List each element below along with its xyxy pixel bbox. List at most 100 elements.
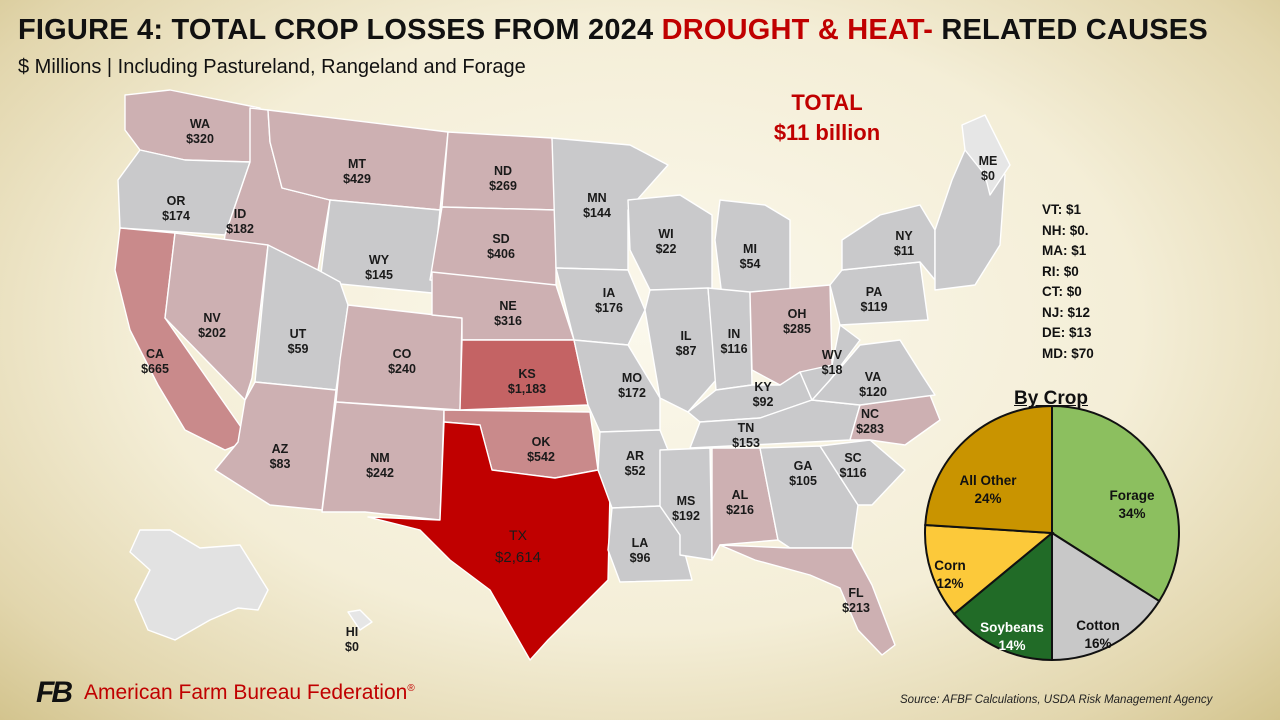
state-value-ks: $1,183	[508, 382, 546, 396]
fb-logo-mark: FB	[36, 676, 73, 709]
title-text: FIGURE 4: TOTAL CROP LOSSES FROM 2024	[18, 14, 662, 46]
state-value-wv: $18	[822, 363, 843, 377]
state-label-va: VA	[865, 370, 881, 384]
state-shape-hi	[347, 609, 373, 631]
state-value-sd: $406	[487, 247, 515, 261]
state-label-co: CO	[393, 347, 412, 361]
state-shape-pa	[829, 261, 929, 326]
state-value-il: $87	[676, 344, 697, 358]
state-label-la: LA	[632, 536, 649, 550]
state-label-mo: MO	[622, 371, 642, 385]
state-value-ne: $316	[494, 314, 522, 328]
state-value-mn: $144	[583, 206, 611, 220]
state-label-ar: AR	[626, 449, 644, 463]
pie-pct-cotton: 16%	[1084, 636, 1111, 651]
small-state-item: CT: $0	[1042, 284, 1082, 299]
pie-label-forage: Forage	[1109, 488, 1155, 503]
page-title: FIGURE 4: TOTAL CROP LOSSES FROM 2024 DR…	[18, 14, 1208, 47]
small-state-item: VT: $1	[1042, 202, 1082, 217]
state-value-ky: $92	[753, 395, 774, 409]
state-value-or: $174	[162, 209, 190, 223]
state-value-wy: $145	[365, 268, 393, 282]
state-label-or: OR	[167, 194, 186, 208]
state-value-ar: $52	[625, 464, 646, 478]
pie-title: By Crop	[1014, 388, 1088, 409]
state-label-ny: NY	[895, 229, 913, 243]
state-value-ny: $11	[894, 244, 914, 258]
pie-pct-corn: 12%	[936, 576, 963, 591]
state-label-ut: UT	[290, 327, 307, 341]
state-label-nc: NC	[861, 407, 879, 421]
state-label-wy: WY	[369, 253, 390, 267]
state-shape-tx	[367, 421, 611, 661]
state-label-ca: CA	[146, 347, 164, 361]
state-value-ut: $59	[288, 342, 309, 356]
afbf-logo: FB American Farm Bureau Federation®	[36, 678, 415, 708]
state-label-tx: TX	[509, 527, 528, 543]
state-label-nv: NV	[203, 311, 221, 325]
state-value-ia: $176	[595, 301, 623, 315]
state-label-ky: KY	[754, 380, 772, 394]
state-label-mi: MI	[743, 242, 757, 256]
state-value-pa: $119	[860, 300, 887, 314]
state-label-az: AZ	[272, 442, 289, 456]
state-shape-sc	[819, 439, 906, 506]
state-label-mn: MN	[587, 191, 606, 205]
pie-pct-forage: 34%	[1118, 506, 1145, 521]
pie-slice-all-other	[924, 404, 1053, 535]
state-value-tx: $2,614	[495, 549, 541, 566]
state-value-nd: $269	[489, 179, 517, 193]
state-label-oh: OH	[788, 307, 807, 321]
small-state-item: MA: $1	[1042, 243, 1087, 258]
state-shape-ms	[659, 447, 713, 561]
state-shape-nm	[321, 401, 445, 521]
state-value-wa: $320	[186, 132, 214, 146]
small-state-item: MD: $70	[1042, 345, 1094, 361]
state-value-nv: $202	[198, 326, 226, 340]
state-label-ne: NE	[499, 299, 516, 313]
pie-slice-corn	[924, 523, 1055, 616]
pie-label-all-other: All Other	[959, 473, 1017, 488]
small-state-item: NJ: $12	[1042, 304, 1091, 320]
state-shape-al	[711, 447, 779, 561]
state-value-nm: $242	[366, 466, 394, 480]
pie-label-cotton: Cotton	[1076, 618, 1119, 633]
pie-slice-cotton	[1051, 531, 1161, 662]
state-value-hi: $0	[345, 640, 359, 654]
state-label-il: IL	[680, 329, 691, 343]
state-value-va: $120	[859, 385, 887, 399]
pie-pct-all-other: 24%	[974, 491, 1001, 506]
state-value-ms: $192	[672, 509, 700, 523]
state-value-oh: $285	[783, 322, 811, 336]
state-shape-fl	[719, 544, 896, 656]
state-value-in: $116	[720, 342, 747, 356]
state-value-wi: $22	[656, 242, 677, 256]
state-shape-me	[961, 114, 1011, 196]
state-shape-az	[214, 381, 337, 511]
state-label-ms: MS	[677, 494, 696, 508]
state-label-wv: WV	[822, 348, 843, 362]
state-label-ga: GA	[794, 459, 813, 473]
state-label-wi: WI	[658, 227, 673, 241]
state-shape-ia	[555, 267, 646, 346]
state-label-ks: KS	[518, 367, 535, 381]
pie-label-soybeans: Soybeans	[980, 620, 1044, 635]
state-label-wa: WA	[190, 117, 210, 131]
pie-label-corn: Corn	[934, 558, 966, 573]
state-label-nd: ND	[494, 164, 512, 178]
state-value-az: $83	[270, 457, 291, 471]
state-label-al: AL	[732, 488, 749, 502]
total-value: $11 billion	[773, 120, 881, 145]
registered-mark: ®	[407, 683, 415, 694]
state-label-nm: NM	[370, 451, 389, 465]
org-name: American Farm Bureau Federation®	[84, 681, 415, 705]
state-label-me: ME	[979, 154, 998, 168]
state-value-me: $0	[981, 169, 995, 183]
title-highlight: DROUGHT & HEAT-	[661, 14, 934, 46]
state-value-la: $96	[630, 551, 651, 565]
small-state-item: RI: $0	[1042, 263, 1079, 279]
state-label-mt: MT	[348, 157, 366, 171]
state-value-fl: $213	[842, 601, 870, 615]
